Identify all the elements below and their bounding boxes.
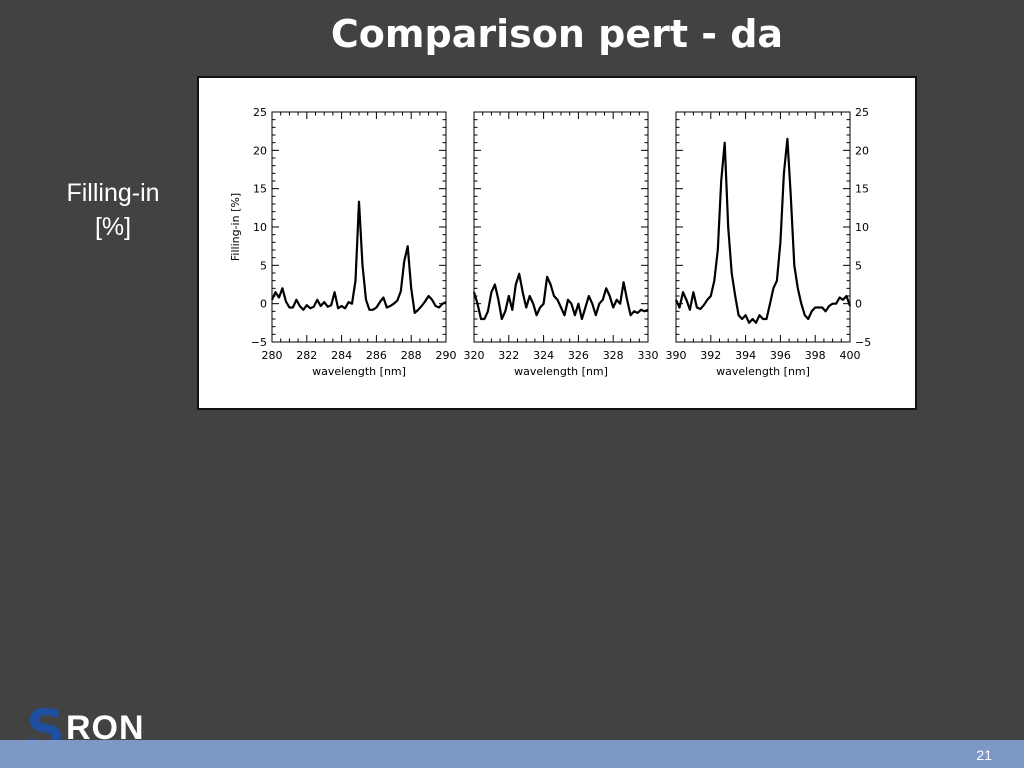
footer-bar: 21 — [0, 740, 1024, 768]
y-axis-label: Filling-in [%] — [229, 193, 242, 261]
y-tick-label-right: 5 — [855, 259, 862, 272]
y-tick-label-right: 20 — [855, 144, 869, 157]
x-tick-label: 280 — [262, 349, 283, 362]
y-tick-label-right: 10 — [855, 221, 869, 234]
x-axis-label: wavelength [nm] — [716, 365, 810, 378]
x-tick-label: 284 — [331, 349, 352, 362]
x-tick-label: 396 — [770, 349, 791, 362]
series-line-panel-3 — [674, 137, 852, 324]
y-tick-label-left: 15 — [253, 183, 267, 196]
y-tick-label-right: −5 — [855, 336, 871, 349]
x-tick-label: 282 — [296, 349, 317, 362]
x-tick-label: 290 — [436, 349, 457, 362]
x-tick-label: 394 — [735, 349, 756, 362]
y-tick-label-left: 5 — [260, 259, 267, 272]
x-tick-label: 286 — [366, 349, 387, 362]
x-tick-label: 400 — [840, 349, 861, 362]
slide-title: Comparison pert - da — [330, 12, 784, 56]
y-tick-label-right: 0 — [855, 298, 862, 311]
x-tick-label: 324 — [533, 349, 554, 362]
x-tick-label: 392 — [700, 349, 721, 362]
x-tick-label: 326 — [568, 349, 589, 362]
x-tick-label: 330 — [638, 349, 659, 362]
series-line-panel-1 — [271, 200, 447, 314]
x-tick-label: 320 — [464, 349, 485, 362]
x-tick-label: 288 — [401, 349, 422, 362]
side-label-line1: Filling-in — [66, 179, 160, 207]
x-tick-label: 390 — [666, 349, 687, 362]
y-tick-label-left: 10 — [253, 221, 267, 234]
y-tick-label-left: 0 — [260, 298, 267, 311]
side-label: Filling-in [%] — [40, 176, 186, 244]
x-tick-label: 322 — [498, 349, 519, 362]
x-tick-label: 328 — [603, 349, 624, 362]
y-tick-label-left: 25 — [253, 106, 267, 119]
side-label-line2: [%] — [94, 213, 132, 241]
page-number: 21 — [976, 747, 992, 763]
y-tick-label-right: 15 — [855, 183, 869, 196]
x-axis-label: wavelength [nm] — [312, 365, 406, 378]
series-line-panel-2 — [472, 272, 649, 321]
chart-frame: 280 282 284 286 288 290 wavelength [nm] 320 322 3… — [197, 76, 917, 410]
y-tick-label-left: 20 — [253, 144, 267, 157]
x-tick-label: 398 — [805, 349, 826, 362]
y-tick-label-left: −5 — [251, 336, 267, 349]
chart-svg: 280 282 284 286 288 290 wavelength [nm] 320 322 3… — [229, 106, 871, 378]
x-axis-label: wavelength [nm] — [514, 365, 608, 378]
y-tick-label-right: 25 — [855, 106, 869, 119]
